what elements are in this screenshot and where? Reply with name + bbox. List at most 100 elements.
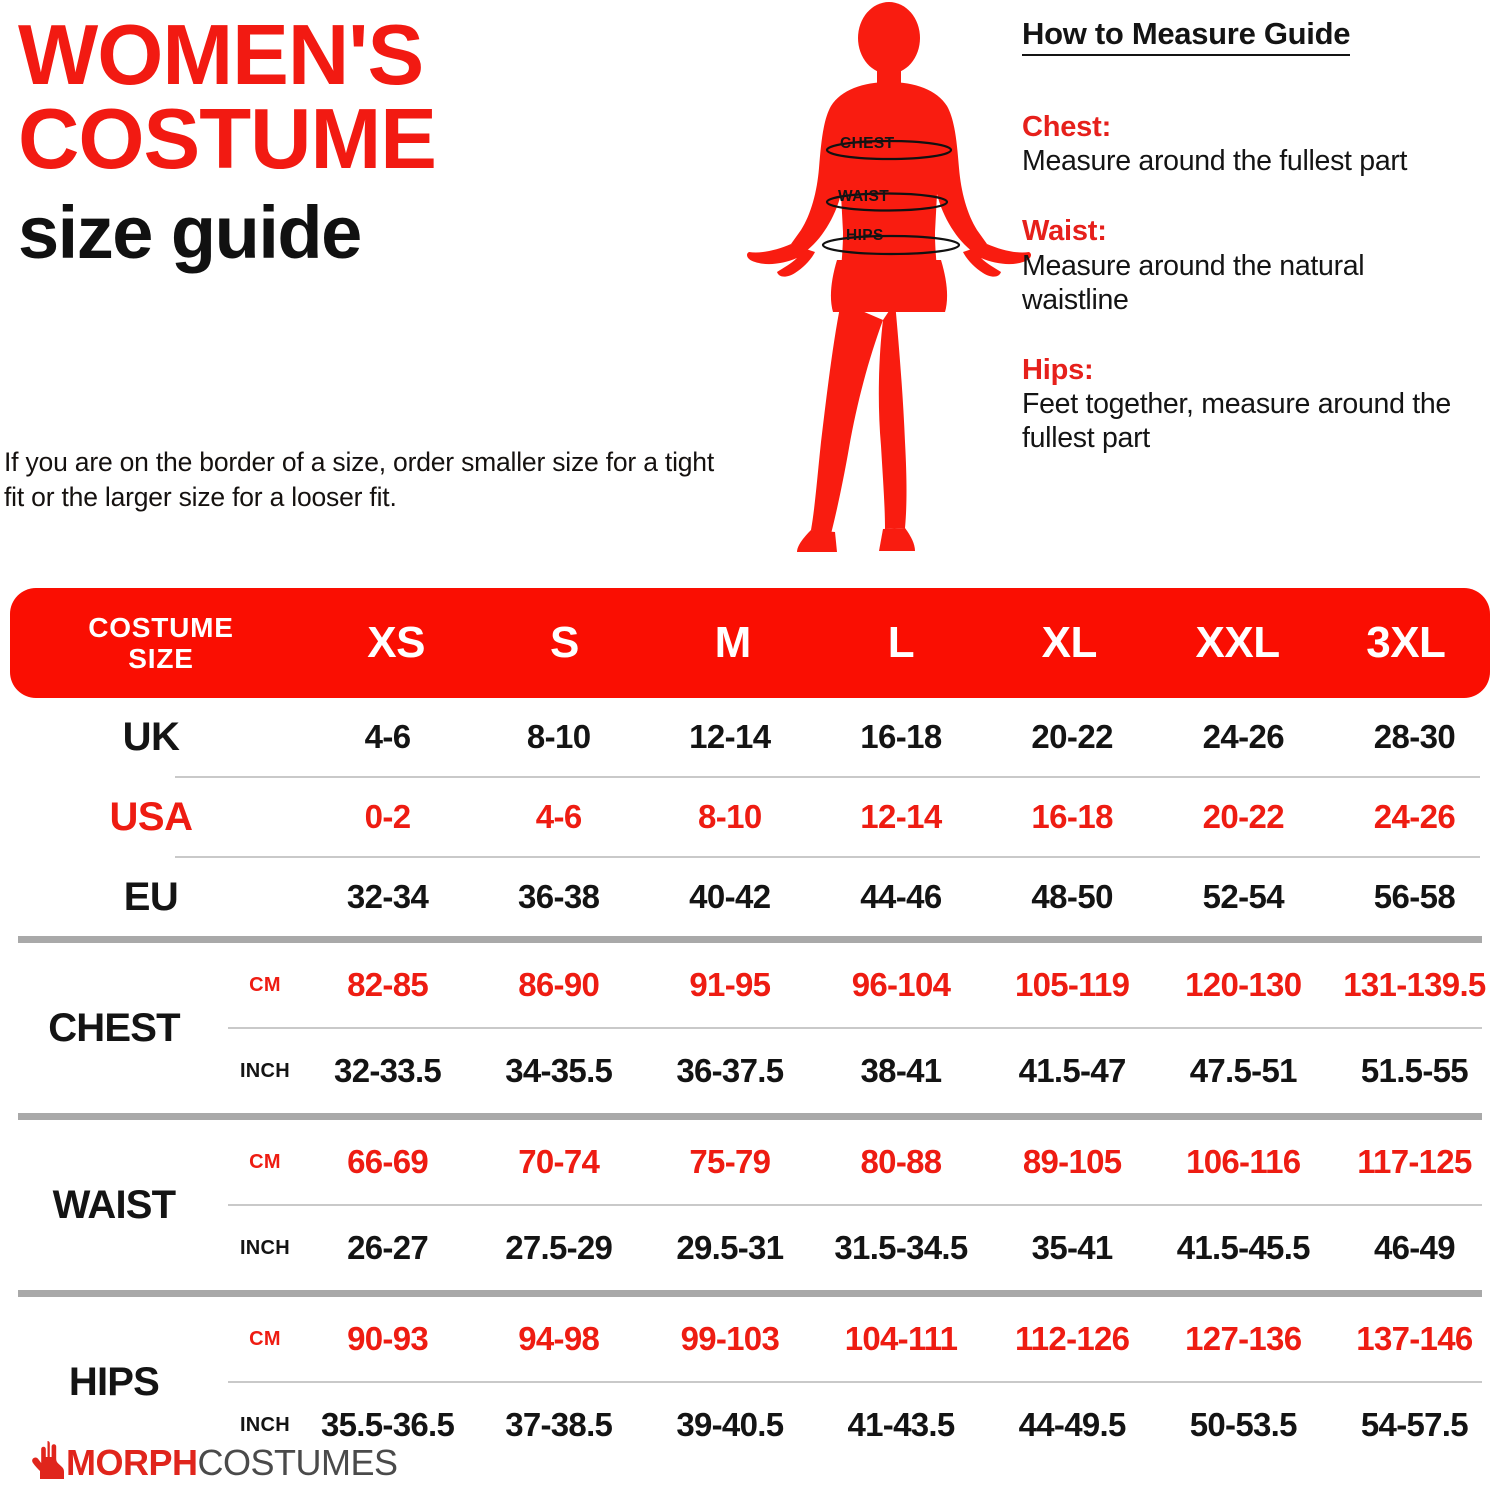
cell-uk-xl: 20-22 xyxy=(1031,718,1113,755)
guide-term-hips: Hips: xyxy=(1022,354,1094,386)
sizing-note: If you are on the border of a size, orde… xyxy=(4,447,715,513)
cell-chest-inch-xl: 41.5-47 xyxy=(1018,1052,1127,1089)
header-cell-3xl: 3XL xyxy=(1366,618,1446,667)
cell-hips-cm-m: 99-103 xyxy=(680,1320,780,1357)
table-row-eu: EU 32-34 36-38 40-42 44-46 48-50 52-54 5… xyxy=(0,858,1500,936)
unit-tag-hips-inch: INCH xyxy=(239,1413,291,1436)
divider-usa-eu xyxy=(175,856,1480,858)
divider-uk-usa xyxy=(175,776,1480,778)
logo-morph-text: MORPH xyxy=(66,1442,198,1483)
cell-eu-xxl: 52-54 xyxy=(1202,878,1285,915)
page-title-line2: COSTUME xyxy=(18,92,437,188)
table-group-chest: CHEST CM 82-85 86-90 91-95 96-104 105-11… xyxy=(0,943,1500,1113)
divider-chest-waist xyxy=(18,1113,1482,1120)
group-body-chest: CM 82-85 86-90 91-95 96-104 105-119 120-… xyxy=(228,943,1500,1113)
cell-waist-inch-xl: 35-41 xyxy=(1031,1229,1114,1266)
guide-item-hips: Hips: Feet together, measure around the … xyxy=(1022,353,1462,456)
unit-tag-chest-cm: CM xyxy=(249,973,281,996)
divider-waist-hips xyxy=(18,1290,1482,1297)
cell-hips-cm-3xl: 137-146 xyxy=(1356,1320,1473,1357)
cell-usa-3xl: 24-26 xyxy=(1373,798,1456,835)
cell-usa-xs: 0-2 xyxy=(364,798,412,835)
waist-inch-row: INCH 26-27 27.5-29 29.5-31 31.5-34.5 35-… xyxy=(228,1206,1500,1290)
page-subtitle: size guide xyxy=(18,191,362,275)
cell-uk-3xl: 28-30 xyxy=(1373,718,1456,755)
waist-cm-row: CM 66-69 70-74 75-79 80-88 89-105 106-11… xyxy=(228,1120,1500,1204)
how-to-measure-guide: How to Measure Guide Chest: Measure arou… xyxy=(1022,16,1462,456)
guide-desc-waist: Measure around the natural waistline xyxy=(1022,249,1365,316)
cell-eu-xs: 32-34 xyxy=(346,878,429,915)
cell-waist-inch-xs: 26-27 xyxy=(347,1229,429,1266)
header-cell-xxl: XXL xyxy=(1195,618,1281,667)
row-label-eu: EU xyxy=(123,874,179,919)
hips-inch-row: INCH 35.5-36.5 37-38.5 39-40.5 41-43.5 4… xyxy=(228,1383,1500,1467)
divider-eu-chest xyxy=(18,936,1482,943)
cell-hips-inch-xs: 35.5-36.5 xyxy=(320,1406,455,1443)
cell-chest-inch-3xl: 51.5-55 xyxy=(1360,1052,1469,1089)
cell-chest-cm-xxl: 120-130 xyxy=(1185,966,1302,1003)
group-label-waist: WAIST xyxy=(52,1182,176,1227)
chest-inch-row: INCH 32-33.5 34-35.5 36-37.5 38-41 41.5-… xyxy=(228,1029,1500,1113)
cell-waist-inch-3xl: 46-49 xyxy=(1373,1229,1456,1266)
header-cell-costume-size: COSTUME SIZE xyxy=(10,612,312,675)
guide-desc-hips: Feet together, measure around the fulles… xyxy=(1022,388,1451,455)
title-block: WOMEN'S COSTUME size guide xyxy=(18,8,718,275)
group-label-chest: CHEST xyxy=(48,1005,180,1050)
cell-eu-m: 40-42 xyxy=(689,878,771,915)
cell-waist-inch-xxl: 41.5-45.5 xyxy=(1176,1229,1311,1266)
cell-usa-l: 12-14 xyxy=(860,798,942,835)
cell-waist-cm-l: 80-88 xyxy=(860,1143,943,1180)
row-label-usa: USA xyxy=(109,794,193,839)
hips-cm-row: CM 90-93 94-98 99-103 104-111 112-126 12… xyxy=(228,1297,1500,1381)
table-group-hips: HIPS CM 90-93 94-98 99-103 104-111 112-1… xyxy=(0,1297,1500,1467)
cell-hips-inch-s: 37-38.5 xyxy=(505,1406,613,1443)
header-cell-xl: XL xyxy=(1041,618,1098,667)
cell-usa-xl: 16-18 xyxy=(1031,798,1113,835)
cell-chest-inch-xs: 32-33.5 xyxy=(334,1052,442,1089)
page-title-line1: WOMEN'S xyxy=(18,8,424,103)
cell-hips-inch-m: 39-40.5 xyxy=(676,1406,784,1443)
cell-uk-m: 12-14 xyxy=(689,718,771,755)
female-body-figure: CHEST WAIST HIPS xyxy=(745,2,1035,557)
chest-cm-row: CM 82-85 86-90 91-95 96-104 105-119 120-… xyxy=(228,943,1500,1027)
cell-chest-cm-m: 91-95 xyxy=(689,966,771,1003)
cell-hips-cm-l: 104-111 xyxy=(844,1320,958,1357)
cell-hips-inch-l: 41-43.5 xyxy=(847,1406,955,1443)
guide-title: How to Measure Guide xyxy=(1022,16,1350,56)
cell-waist-inch-s: 27.5-29 xyxy=(505,1229,613,1266)
logo-costumes-text: COSTUMES xyxy=(197,1442,399,1483)
divider-chest-cm-inch xyxy=(228,1027,1482,1029)
cell-hips-inch-xl: 44-49.5 xyxy=(1018,1406,1127,1443)
cell-usa-s: 4-6 xyxy=(535,798,583,835)
cell-chest-inch-m: 36-37.5 xyxy=(676,1052,784,1089)
row-label-uk: UK xyxy=(122,714,180,759)
cell-eu-xl: 48-50 xyxy=(1031,878,1113,915)
header-label-line2: SIZE xyxy=(128,643,194,674)
cell-usa-m: 8-10 xyxy=(698,798,762,835)
unit-tag-waist-inch: INCH xyxy=(239,1236,291,1259)
cell-usa-xxl: 20-22 xyxy=(1202,798,1285,835)
table-row-usa: USA 0-2 4-6 8-10 12-14 16-18 20-22 24-26 xyxy=(0,778,1500,856)
cell-chest-cm-3xl: 131-139.5 xyxy=(1343,966,1486,1003)
unit-tag-waist-cm: CM xyxy=(249,1150,281,1173)
header-cell-m: M xyxy=(714,618,752,667)
cell-chest-inch-xxl: 47.5-51 xyxy=(1189,1052,1298,1089)
cell-waist-cm-xxl: 106-116 xyxy=(1186,1143,1301,1180)
cell-hips-cm-xl: 112-126 xyxy=(1014,1320,1130,1357)
cell-hips-inch-3xl: 54-57.5 xyxy=(1360,1406,1469,1443)
cell-chest-cm-xl: 105-119 xyxy=(1014,966,1130,1003)
guide-item-waist: Waist: Measure around the natural waistl… xyxy=(1022,214,1462,317)
cell-chest-cm-l: 96-104 xyxy=(851,966,951,1003)
cell-uk-s: 8-10 xyxy=(526,718,591,755)
cell-chest-inch-s: 34-35.5 xyxy=(505,1052,613,1089)
header-cell-xs: XS xyxy=(367,618,425,667)
cell-eu-s: 36-38 xyxy=(518,878,600,915)
cell-waist-cm-xl: 89-105 xyxy=(1022,1143,1122,1180)
header-label-line1: COSTUME xyxy=(88,611,234,643)
rock-hand-icon xyxy=(32,1441,64,1479)
cell-hips-inch-xxl: 50-53.5 xyxy=(1189,1406,1298,1443)
header-cell-l: L xyxy=(887,618,915,667)
hips-band-label: HIPS xyxy=(846,227,884,244)
guide-term-waist: Waist: xyxy=(1022,215,1107,248)
cell-waist-cm-s: 70-74 xyxy=(518,1143,600,1180)
